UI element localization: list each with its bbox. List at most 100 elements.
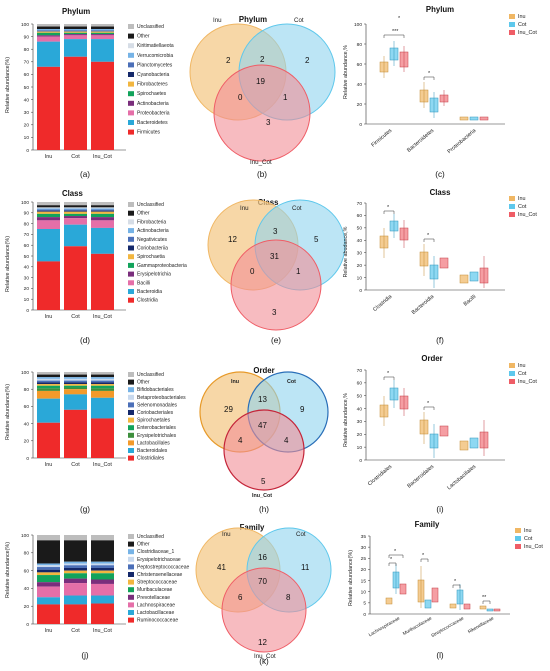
bar-segment [64, 384, 87, 386]
bar-group-label: Inu_Cot [93, 154, 112, 160]
y-tick-label: 30 [24, 110, 30, 116]
legend-entry: Cot [518, 371, 527, 377]
bar-segment [64, 246, 87, 310]
bar-segment [37, 66, 60, 150]
legend-entry: Unclassified [137, 534, 164, 540]
bar-segment [37, 229, 60, 262]
bar-segment [91, 213, 114, 218]
y-tick-label: 40 [357, 82, 363, 88]
panel-j-stacked-bar: Relative abundance(%) 0 20 40 60 80 100 Inu Co… [5, 533, 189, 660]
panel-a-label: (a) [80, 170, 90, 179]
y-tick-label: 80 [24, 387, 30, 393]
legend-entry: Ruminococcaceae [137, 618, 178, 624]
panel-i-cat-2: Bacteroidales [406, 464, 435, 490]
y-tick-label: 50 [24, 85, 30, 91]
bar-segment [37, 563, 60, 566]
panel-l-boxes [385, 564, 501, 612]
legend-swatch [128, 62, 134, 68]
legend-entry: Gammaproteobacteria [137, 263, 187, 269]
bar-segment [37, 261, 60, 310]
panel-e-only-inucot: 3 [272, 308, 277, 317]
panel-d-label: (d) [80, 336, 90, 345]
y-tick-label: 50 [357, 226, 363, 232]
y-tick-label: 60 [24, 72, 30, 78]
legend-swatch [515, 528, 521, 533]
bar-segment [37, 378, 60, 381]
panel-g-ylabel: Relative abundance(%) [5, 384, 11, 440]
panel-h-inu-cot: 13 [258, 395, 267, 404]
legend-entry: Cot [518, 204, 527, 210]
bar-segment [64, 30, 87, 32]
legend-swatch [128, 280, 134, 286]
panel-f-ylabel: Relative abudance,% [343, 226, 349, 277]
bar-segment [91, 202, 114, 206]
panel-l-label: (l) [436, 651, 444, 660]
panel-k-inu-inucot: 6 [238, 593, 243, 602]
bar-segment [91, 378, 114, 381]
y-tick-label: 0 [359, 288, 362, 294]
panel-e-all: 31 [270, 252, 279, 261]
bar-segment [64, 218, 87, 225]
bar-segment [37, 572, 60, 576]
bar-segment [64, 380, 87, 383]
legend-entry: Inu [518, 14, 526, 20]
bar-segment [64, 377, 87, 379]
bar-segment [91, 388, 114, 391]
legend-entry: Inu_Cot [518, 30, 537, 36]
legend-swatch [128, 245, 134, 251]
y-tick-label: 80 [24, 221, 30, 227]
bar-segment [37, 567, 60, 570]
panel-a-title: Phylum [62, 7, 90, 16]
y-tick-label: 100 [354, 22, 362, 28]
bar-segment [91, 210, 114, 212]
bar-segment [91, 207, 114, 209]
bar-segment [91, 205, 114, 208]
legend-swatch [128, 43, 134, 49]
panel-b-title: Phylum [239, 15, 267, 24]
bar-segment [37, 582, 60, 587]
legend-swatch [128, 432, 134, 438]
legend-entry: Other [137, 34, 150, 40]
panel-l-sig-5: ** [482, 595, 487, 601]
legend-swatch [128, 110, 134, 116]
bar-segment [91, 24, 114, 27]
bar-segment [64, 24, 87, 27]
bar-segment [64, 604, 87, 624]
y-tick-label: 30 [361, 545, 367, 551]
legend-entry: Verrucomicrobia [137, 53, 173, 59]
legend-swatch [128, 236, 134, 242]
y-tick-label: 40 [357, 238, 363, 244]
panel-i-boxplot: Order Relative abundance,% 0 10 20 30 40 50 60… [343, 354, 537, 514]
legend-entry: Bacteroidetes [137, 120, 168, 126]
y-tick-label: 0 [359, 458, 362, 464]
y-tick-label: 0 [359, 122, 362, 128]
panel-i-sig-1: * [387, 371, 390, 377]
panel-g-stacked-bar: Relative abundance(%) 0 20 40 60 80 100 Inu Co… [5, 370, 186, 514]
panel-b-inu-cot: 2 [260, 55, 265, 64]
bar-segment [37, 24, 60, 27]
legend-swatch [128, 91, 134, 97]
legend-swatch [128, 541, 134, 547]
bar-segment [64, 563, 87, 566]
legend-swatch [128, 549, 134, 555]
panel-f-boxes [379, 214, 489, 288]
y-tick-label: 10 [357, 275, 363, 281]
bar-segment [91, 382, 114, 385]
bar-segment [64, 409, 87, 458]
legend-swatch [128, 210, 134, 216]
bar-segment [91, 418, 114, 458]
bar-segment [91, 377, 114, 379]
bar-segment [64, 570, 87, 574]
legend-entry: Christensenellaceae [137, 572, 183, 578]
panel-e-venn: Class Inu Cot 12 5 3 3 0 1 31 (e) [207, 198, 346, 345]
bar-segment [37, 372, 60, 375]
y-tick-label: 70 [357, 201, 363, 207]
y-tick-label: 60 [357, 213, 363, 219]
legend-swatch [128, 379, 134, 385]
bar-segment [64, 385, 87, 388]
bar-segment [37, 604, 60, 624]
legend-entry: Bacilli [137, 280, 150, 286]
panel-h-only-inu: 29 [224, 405, 233, 414]
bar-segment [64, 573, 87, 579]
panel-b-only-inu: 2 [226, 56, 231, 65]
